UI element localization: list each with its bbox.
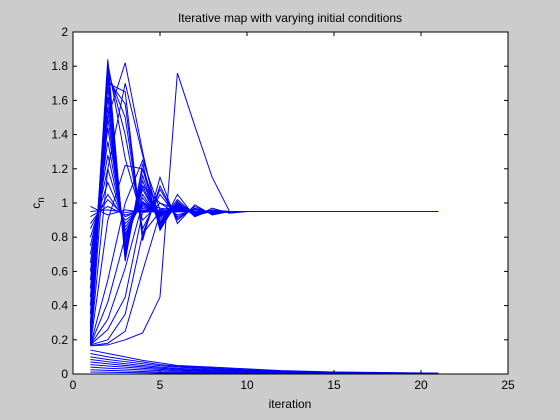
y-tick-label-7: 1.4 — [51, 128, 68, 142]
y-tick-label-2: 0.4 — [51, 299, 68, 313]
y-tick-label-10: 2 — [61, 25, 68, 39]
x-axis-label: iteration — [269, 397, 312, 411]
x-tick-label-1: 5 — [157, 378, 164, 392]
svg-text:cn: cn — [29, 197, 47, 209]
y-axis-label-main: c — [29, 203, 43, 209]
y-axis-label-subscript: n — [36, 197, 47, 203]
y-tick-label-3: 0.6 — [51, 264, 68, 278]
x-tick-label-5: 25 — [501, 378, 515, 392]
y-axis-label: cn — [29, 197, 47, 209]
chart-title: Iterative map with varying initial condi… — [178, 11, 402, 25]
y-axis-ticks: 0 0.2 0.4 0.6 0.8 1 1.2 1.4 1.6 1.8 2 — [51, 25, 508, 381]
x-tick-label-3: 15 — [327, 378, 341, 392]
y-tick-label-1: 0.2 — [51, 333, 68, 347]
y-tick-label-0: 0 — [61, 367, 68, 381]
y-tick-label-4: 0.8 — [51, 230, 68, 244]
plot-area — [73, 32, 508, 374]
y-tick-label-5: 1 — [61, 196, 68, 210]
y-tick-label-6: 1.2 — [51, 162, 68, 176]
x-tick-label-0: 0 — [70, 378, 77, 392]
y-tick-label-8: 1.6 — [51, 93, 68, 107]
x-tick-label-4: 20 — [414, 378, 428, 392]
series-line-32 — [90, 72, 439, 347]
series-layer — [89, 59, 439, 375]
y-tick-label-9: 1.8 — [51, 59, 68, 73]
x-tick-label-2: 10 — [240, 378, 254, 392]
x-axis-ticks: 0 5 10 15 20 25 — [70, 32, 515, 392]
